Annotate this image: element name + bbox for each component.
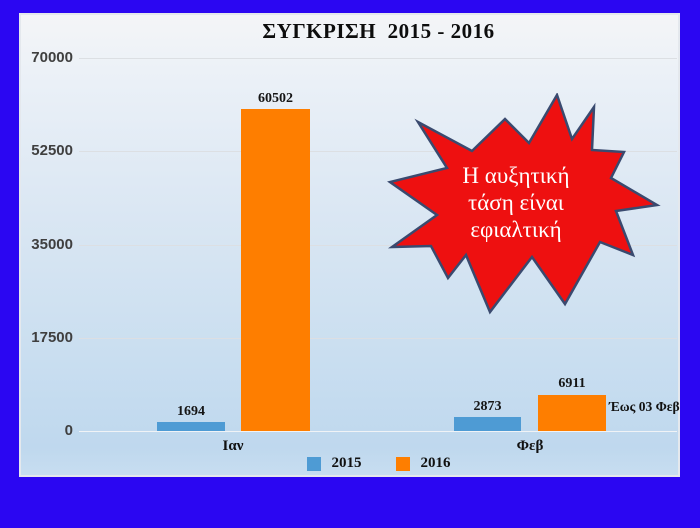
- legend-item-2015: 2015: [306, 455, 362, 472]
- bar-feb-2015: [454, 417, 521, 431]
- annotation-line-1: Η αυξητική: [462, 163, 570, 188]
- y-tick-label: 70000: [31, 49, 73, 66]
- chart-canvas: ΣΥΓΚΡΙΣΗ 2015 - 2016 70000 52500 35000 1…: [21, 15, 680, 475]
- bar-value-label-feb-2016: 6911: [558, 376, 586, 391]
- annotation-line-2: τάση είναι: [468, 190, 564, 215]
- gridline-17500: [79, 338, 677, 339]
- note-label: Έως 03 Φεβ: [609, 399, 680, 414]
- y-tick-label: 52500: [31, 142, 73, 159]
- bar-jan-2015: [157, 422, 225, 431]
- legend-label-2015: 2015: [331, 455, 362, 471]
- bar-feb-2016: [538, 395, 606, 431]
- bar-value-label-jan-2016: 60502: [258, 91, 293, 106]
- x-axis-line: [79, 431, 677, 432]
- starburst-annotation: Η αυξητική τάση είναι εφιαλτική: [383, 93, 663, 318]
- annotation-text: Η αυξητική τάση είναι εφιαλτική: [383, 162, 649, 243]
- legend-swatch-2015: [306, 456, 321, 471]
- bar-jan-2016: [241, 109, 310, 431]
- starburst-icon: [387, 93, 661, 315]
- gridline-52500: [79, 151, 677, 152]
- x-category-label-jan: Ιαν: [222, 438, 244, 454]
- bar-value-label-feb-2015: 2873: [473, 399, 502, 414]
- gridline-35000: [79, 245, 677, 246]
- y-tick-label: 0: [64, 422, 73, 439]
- gridline-70000: [79, 58, 677, 59]
- annotation-line-3: εφιαλτική: [470, 217, 562, 242]
- bar-value-label-jan-2015: 1694: [177, 404, 205, 419]
- y-tick-label: 35000: [31, 236, 73, 253]
- y-tick-label: 17500: [31, 329, 73, 346]
- legend-label-2016: 2016: [420, 455, 451, 471]
- legend: 2015 2016: [80, 455, 677, 472]
- x-category-label-feb: Φεβ: [516, 438, 544, 454]
- chart-title: ΣΥΓΚΡΙΣΗ 2015 - 2016: [262, 19, 495, 43]
- legend-swatch-2016: [395, 456, 410, 471]
- legend-item-2016: 2016: [395, 455, 451, 472]
